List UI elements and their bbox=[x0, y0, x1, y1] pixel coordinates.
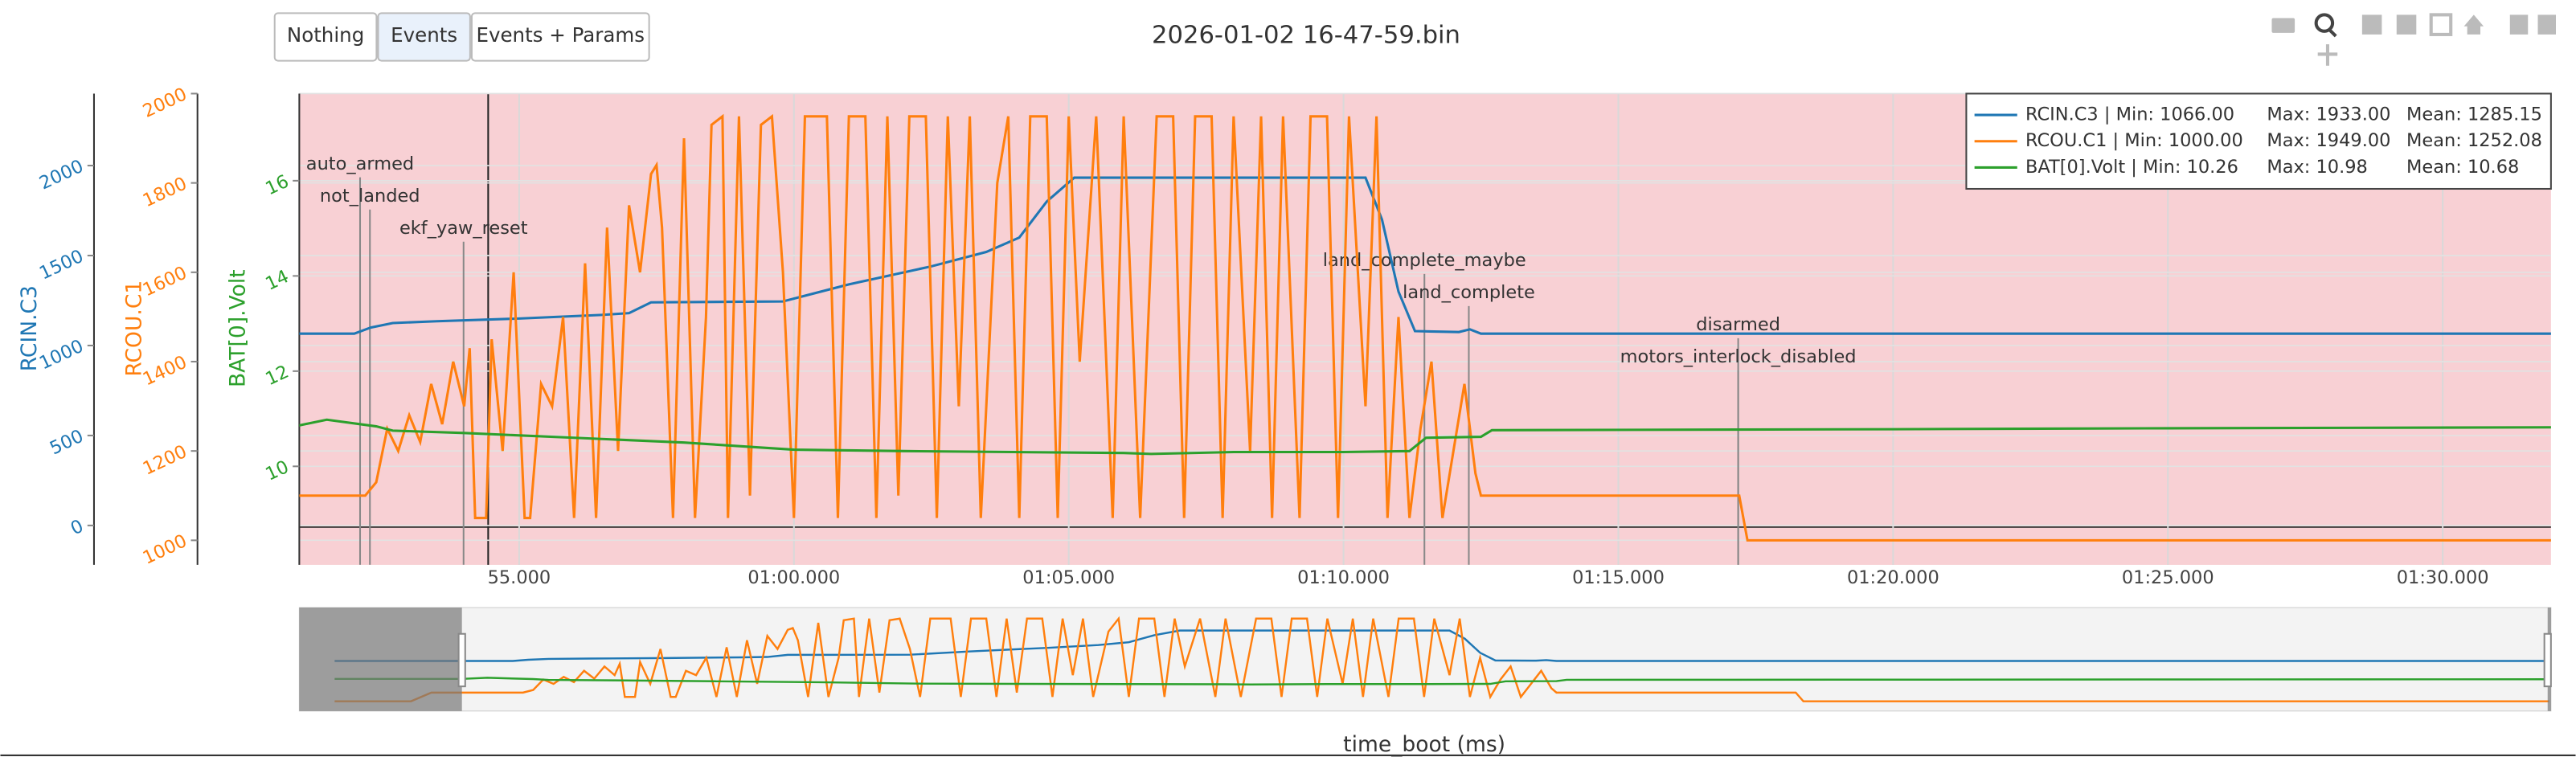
y-axis-title: RCIN.C3 bbox=[17, 285, 42, 371]
legend-label[interactable]: BAT[0].Volt | Min: 10.26 bbox=[2025, 157, 2238, 178]
event-label: auto_armed bbox=[306, 153, 414, 174]
legend-mean: Mean: 10.68 bbox=[2406, 157, 2519, 178]
zoom-out-icon[interactable] bbox=[2396, 14, 2417, 35]
slider-traces bbox=[334, 616, 2549, 702]
zoom-icon[interactable] bbox=[2314, 13, 2335, 33]
y-tick-label: 16 bbox=[262, 171, 292, 200]
toolbar bbox=[2271, 13, 2556, 66]
x-tick-label: 01:15.000 bbox=[1572, 567, 1665, 588]
legend-label[interactable]: RCOU.C1 | Min: 1000.00 bbox=[2025, 130, 2243, 151]
autoscale-icon[interactable] bbox=[2429, 13, 2453, 36]
event-label: disarmed bbox=[1696, 314, 1780, 335]
camera-icon[interactable] bbox=[2271, 18, 2295, 33]
button-label[interactable]: Events bbox=[391, 23, 457, 47]
button[interactable]: Events bbox=[377, 12, 471, 62]
series-line bbox=[299, 418, 2551, 456]
event-label: land_complete_maybe bbox=[1323, 250, 1526, 271]
x-tick-label: 55.000 bbox=[488, 567, 551, 588]
y-tick-label: 14 bbox=[262, 266, 292, 295]
y-tick-label: 2000 bbox=[140, 84, 190, 122]
zoom-in-icon[interactable] bbox=[2361, 14, 2382, 35]
x-tick-label: 01:30.000 bbox=[2397, 567, 2489, 588]
y-tick-label: 1000 bbox=[140, 530, 190, 569]
pan-icon[interactable] bbox=[2317, 44, 2338, 66]
y-tick-label: 1000 bbox=[36, 336, 87, 374]
y-tick-label: 12 bbox=[262, 362, 292, 391]
series-line bbox=[299, 113, 2551, 542]
y-tick-label: 0 bbox=[68, 516, 87, 540]
button[interactable]: Nothing bbox=[273, 12, 378, 62]
legend-box bbox=[1965, 92, 2552, 190]
button[interactable]: Events + Params bbox=[470, 12, 650, 62]
y-axis-title: RCOU.C1 bbox=[122, 280, 147, 377]
legend-max: Max: 10.98 bbox=[2267, 157, 2368, 178]
x-tick-label: 01:25.000 bbox=[2122, 567, 2214, 588]
x-tick-label: 01:00.000 bbox=[747, 567, 840, 588]
event-label: motors_interlock_disabled bbox=[1620, 346, 1857, 367]
events bbox=[358, 177, 1739, 565]
y-tick-label: 2000 bbox=[36, 156, 87, 194]
legend-max: Max: 1949.00 bbox=[2267, 130, 2390, 151]
slider-series-line bbox=[334, 616, 2549, 702]
button-frame[interactable] bbox=[470, 12, 650, 62]
slider-mask bbox=[299, 608, 462, 711]
slider-series-line bbox=[334, 629, 2549, 662]
y-tick-label: 1200 bbox=[140, 441, 190, 480]
traces bbox=[299, 113, 2551, 542]
event-label: not_landed bbox=[320, 186, 420, 207]
y-tick-label: 10 bbox=[262, 456, 292, 485]
y-tick-label: 500 bbox=[47, 426, 87, 460]
button-frame[interactable] bbox=[377, 12, 471, 62]
y-tick-label: 1600 bbox=[140, 263, 190, 301]
legend-label[interactable]: RCIN.C3 | Min: 1066.00 bbox=[2025, 104, 2234, 125]
legend-max: Max: 1933.00 bbox=[2267, 104, 2390, 125]
event-label: land_complete bbox=[1403, 282, 1535, 303]
zoom-icon-handle bbox=[2328, 28, 2337, 38]
slider-handle[interactable] bbox=[2543, 632, 2552, 688]
y-tick-label: 1800 bbox=[140, 173, 190, 211]
slider-handle[interactable] bbox=[457, 632, 466, 688]
button-label[interactable]: Nothing bbox=[287, 23, 364, 47]
y-tick-label: 1500 bbox=[36, 246, 87, 284]
button-label[interactable]: Events + Params bbox=[476, 23, 645, 47]
y-axis-title: BAT[0].Volt bbox=[225, 269, 250, 387]
button-frame[interactable] bbox=[273, 12, 378, 62]
legend-mean: Mean: 1285.15 bbox=[2406, 104, 2542, 125]
series-line bbox=[299, 176, 2551, 335]
chart-title: 2026-01-02 16-47-59.bin bbox=[1152, 21, 1460, 49]
x-tick-label: 01:10.000 bbox=[1297, 567, 1390, 588]
x-axis-title: time_boot (ms) bbox=[1343, 732, 1505, 757]
legend-mean: Mean: 1252.08 bbox=[2406, 130, 2542, 151]
y-tick-label: 1400 bbox=[140, 352, 190, 391]
x-tick-label: 01:05.000 bbox=[1022, 567, 1115, 588]
event-label: ekf_yaw_reset bbox=[399, 218, 528, 239]
home-icon[interactable] bbox=[2463, 14, 2484, 35]
download-icon[interactable] bbox=[2509, 14, 2529, 35]
legend: RCIN.C3 | Min: 1066.00 Max: 1933.00 Mean: … bbox=[1965, 92, 2552, 190]
download-data-icon[interactable] bbox=[2537, 14, 2556, 35]
slider-series-line bbox=[334, 677, 2549, 685]
x-tick-label: 01:20.000 bbox=[1847, 567, 1939, 588]
